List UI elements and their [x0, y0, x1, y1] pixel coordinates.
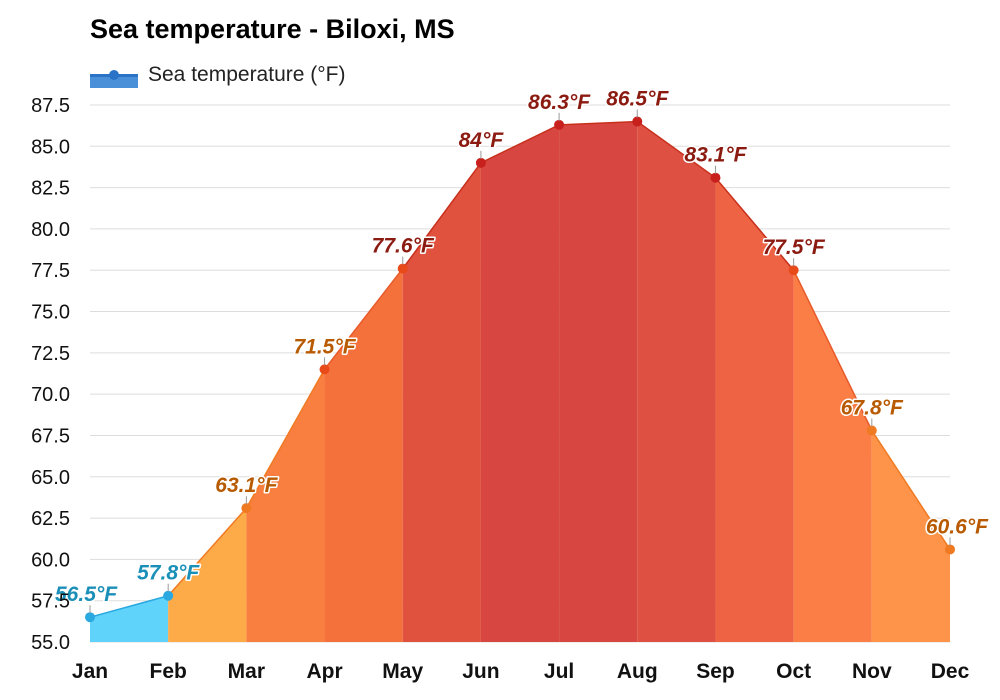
y-tick-label: 62.5 [31, 508, 70, 530]
y-tick-label: 55.0 [31, 632, 70, 654]
area-segment-mar [246, 369, 325, 642]
data-point-aug[interactable] [632, 116, 643, 127]
x-tick-label-dec: Dec [931, 660, 970, 683]
data-label-jul: 86.3°F [528, 91, 591, 114]
y-tick-label: 77.5 [31, 260, 70, 282]
y-tick-label: 57.5 [31, 591, 70, 613]
legend[interactable]: Sea temperature (°F) [90, 60, 345, 90]
y-tick-label: 65.0 [31, 467, 70, 489]
line-segment-jun [480, 124, 560, 164]
chart-title: Sea temperature - Biloxi, MS [90, 14, 455, 44]
y-axis: 55.0 57.5 60.0 62.5 65.0 67.5 70.0 72.5 75.0 77.5… [31, 95, 70, 654]
data-point-may[interactable] [397, 263, 408, 274]
y-tick-label: 87.5 [31, 95, 70, 117]
x-tick-label-jul: Jul [544, 660, 574, 683]
data-point-sep[interactable] [710, 172, 721, 183]
line-segment-aug [636, 120, 716, 179]
data-point-nov[interactable] [866, 425, 877, 436]
y-tick-label: 60.0 [31, 549, 70, 571]
x-tick-label-apr: Apr [306, 660, 342, 683]
area-segment-sep [715, 177, 794, 642]
data-point-feb[interactable] [163, 590, 174, 601]
line-segment-apr [323, 268, 404, 370]
area-segment-aug [637, 121, 716, 643]
x-tick-label-may: May [382, 660, 423, 683]
data-label-may: 77.6°F [372, 235, 435, 258]
data-point-jan[interactable] [85, 612, 95, 623]
area-segment-feb [168, 508, 247, 642]
area-segment-jul [559, 121, 638, 643]
x-tick-label-feb: Feb [150, 660, 187, 683]
x-tick-label-sep: Sep [696, 660, 735, 683]
x-tick-label-aug: Aug [617, 660, 658, 683]
line-segment-oct [792, 269, 873, 431]
y-tick-label: 67.5 [31, 425, 70, 447]
y-tick-label: 82.5 [31, 178, 70, 200]
area-segment-oct [793, 270, 872, 642]
data-label-jan: 56.5°F [55, 583, 118, 606]
data-point-jun[interactable] [475, 157, 486, 168]
legend-label: Sea temperature (°F) [148, 63, 346, 86]
data-label-nov: 67.8°F [841, 397, 904, 420]
data-label-feb: 57.8°F [137, 562, 200, 585]
x-tick-label-mar: Mar [228, 660, 265, 683]
data-labels: 56.5°F 57.8°F 63.1°F 71.5°F 77.6°F 84°F 86.3°F… [54, 86, 991, 614]
data-points [85, 116, 955, 623]
line-segment-may [402, 162, 482, 270]
data-point-oct[interactable] [788, 265, 799, 276]
series-line [89, 120, 951, 618]
data-label-mar: 63.1°F [215, 474, 278, 497]
data-point-jul[interactable] [554, 119, 565, 130]
x-axis: Jan Feb Mar Apr May Jun Jul Aug Sep Oct Nov Dec [72, 660, 970, 683]
y-tick-label: 72.5 [31, 343, 70, 365]
legend-swatch-icon [90, 62, 138, 88]
data-label-jun: 84°F [459, 129, 505, 152]
line-segment-jul [559, 120, 638, 126]
data-label-apr: 71.5°F [293, 335, 356, 358]
area-segment-may [402, 162, 481, 643]
x-tick-label-jan: Jan [72, 660, 108, 683]
area-fills [90, 121, 950, 643]
data-point-mar[interactable] [241, 503, 252, 514]
line-segment-sep [714, 177, 795, 271]
data-point-dec[interactable] [945, 544, 955, 555]
x-tick-label-oct: Oct [776, 660, 811, 683]
y-tick-label: 85.0 [31, 136, 70, 158]
line-segment-mar [245, 369, 326, 509]
area-segment-apr [324, 268, 403, 642]
y-tick-label: 80.0 [31, 219, 70, 241]
line-segment-feb [167, 507, 247, 597]
data-label-aug: 86.5°F [606, 88, 669, 111]
area-segment-jun [480, 124, 560, 642]
data-label-sep: 83.1°F [684, 144, 747, 167]
line-segment-nov [871, 430, 951, 550]
line-segment-jan [89, 595, 169, 618]
x-tick-label-nov: Nov [852, 660, 892, 683]
area-segment-jan [90, 595, 169, 642]
y-tick-label: 75.0 [31, 302, 70, 324]
x-tick-label-jun: Jun [462, 660, 499, 683]
data-point-apr[interactable] [319, 364, 330, 375]
data-label-dec: 60.6°F [926, 515, 989, 538]
data-label-oct: 77.5°F [763, 236, 826, 259]
area-segment-nov [871, 430, 950, 642]
y-tick-label: 70.0 [31, 384, 70, 406]
